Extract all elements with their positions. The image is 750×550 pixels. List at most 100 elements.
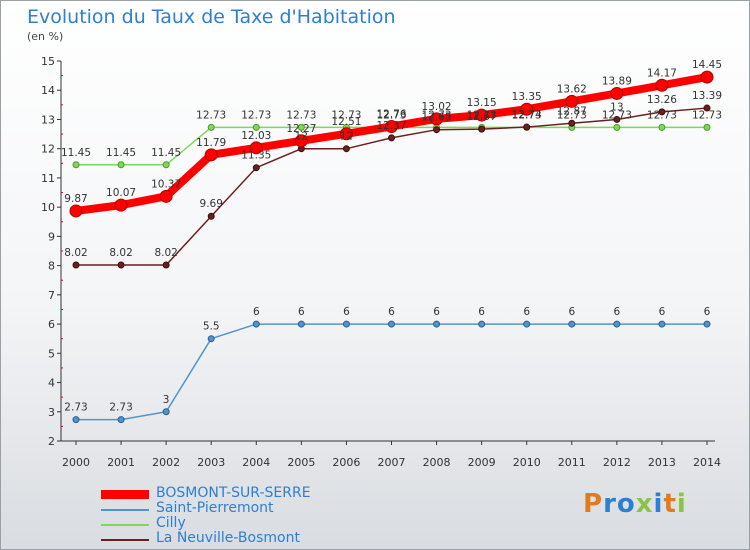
data-label-saint-pierremont: 6 [659, 306, 666, 318]
y-tick-label: 12 [41, 143, 55, 156]
data-label-bosmont: 12.03 [241, 130, 271, 142]
data-label-cilly: 12.73 [376, 109, 406, 121]
y-tick-label: 8 [48, 260, 55, 273]
data-point-bosmont [294, 134, 308, 148]
data-point-la-neuville-bosmont [162, 261, 170, 269]
data-point-la-neuville-bosmont [252, 164, 260, 172]
data-point-bosmont [159, 189, 173, 203]
brand-letter: o [616, 489, 636, 519]
data-label-saint-pierremont: 6 [523, 306, 530, 318]
data-point-cilly [207, 123, 215, 131]
data-label-saint-pierremont: 2.73 [109, 402, 132, 414]
data-label-cilly: 12.73 [467, 109, 497, 121]
data-point-cilly [117, 161, 125, 169]
legend-swatch [101, 490, 149, 499]
data-label-saint-pierremont: 6 [343, 306, 350, 318]
data-label-saint-pierremont: 6 [704, 306, 711, 318]
x-tick-label: 2000 [62, 456, 90, 469]
x-tick-label: 2007 [378, 456, 406, 469]
data-label-cilly: 12.73 [557, 109, 587, 121]
data-point-saint-pierremont [658, 320, 666, 328]
data-point-bosmont [520, 102, 534, 116]
brand-letter: r [603, 489, 617, 519]
data-label-la-neuville-bosmont: 12 [295, 131, 308, 143]
data-point-bosmont [69, 204, 83, 218]
brand-letter: i [676, 489, 687, 519]
data-label-bosmont: 12.76 [376, 108, 406, 120]
data-label-saint-pierremont: 6 [253, 306, 260, 318]
data-point-bosmont [655, 78, 669, 92]
data-point-bosmont [204, 148, 218, 162]
data-point-saint-pierremont [568, 320, 576, 328]
data-point-cilly [613, 123, 621, 131]
data-point-bosmont [339, 127, 353, 141]
x-tick-label: 2002 [152, 456, 180, 469]
data-label-la-neuville-bosmont: 8.02 [109, 247, 132, 259]
data-point-la-neuville-bosmont [523, 123, 531, 131]
data-label-la-neuville-bosmont: 12 [340, 131, 353, 143]
x-tick-label: 2010 [513, 456, 541, 469]
data-point-cilly [162, 161, 170, 169]
brand-letter: i [653, 489, 664, 519]
data-label-cilly: 12.73 [331, 109, 361, 121]
data-label-saint-pierremont: 6 [478, 306, 485, 318]
legend-swatch [101, 524, 149, 526]
data-point-la-neuville-bosmont [658, 108, 666, 116]
data-label-cilly: 12.73 [512, 109, 542, 121]
data-point-saint-pierremont [72, 416, 80, 424]
legend-label: La Neuville-Bosmont [156, 530, 300, 546]
y-tick-label: 3 [48, 406, 55, 419]
data-point-bosmont [114, 198, 128, 212]
y-tick-label: 6 [48, 318, 55, 331]
data-point-cilly [72, 161, 80, 169]
data-point-la-neuville-bosmont [117, 261, 125, 269]
data-label-saint-pierremont: 6 [568, 306, 575, 318]
data-label-bosmont: 13.62 [557, 83, 587, 95]
data-label-bosmont: 13.89 [602, 75, 632, 87]
data-label-la-neuville-bosmont: 11.35 [241, 150, 271, 162]
data-point-la-neuville-bosmont [342, 145, 350, 153]
x-tick-label: 2014 [693, 456, 721, 469]
data-point-bosmont [430, 112, 444, 126]
data-label-saint-pierremont: 3 [163, 394, 170, 406]
data-point-bosmont [610, 86, 624, 100]
x-tick-label: 2011 [558, 456, 586, 469]
legend-label: Saint-Pierremont [156, 500, 274, 516]
data-point-la-neuville-bosmont [207, 212, 215, 220]
data-label-bosmont: 9.87 [64, 193, 87, 205]
data-label-cilly: 11.45 [61, 147, 91, 159]
data-point-saint-pierremont [703, 320, 711, 328]
data-label-saint-pierremont: 2.73 [64, 402, 87, 414]
data-point-saint-pierremont [162, 408, 170, 416]
legend-swatch [101, 509, 149, 511]
data-label-bosmont: 10.37 [151, 178, 181, 190]
data-point-la-neuville-bosmont [388, 134, 395, 142]
data-point-cilly [703, 123, 711, 131]
data-label-la-neuville-bosmont: 9.69 [200, 198, 223, 210]
data-label-cilly: 12.73 [286, 109, 316, 121]
data-label-la-neuville-bosmont: 12.74 [512, 109, 542, 121]
data-label-la-neuville-bosmont: 12.67 [467, 111, 497, 123]
x-tick-label: 2008 [423, 456, 451, 469]
data-label-la-neuville-bosmont: 13.39 [692, 90, 722, 102]
data-point-bosmont [700, 70, 714, 84]
data-point-bosmont [565, 94, 579, 108]
series-line-saint-pierremont [75, 323, 708, 421]
data-point-bosmont [475, 108, 489, 122]
y-tick-label: 4 [48, 377, 55, 390]
x-tick-label: 2006 [332, 456, 360, 469]
data-label-bosmont: 13.15 [467, 97, 497, 109]
data-point-saint-pierremont [297, 320, 305, 328]
brand-letter: P [583, 489, 604, 519]
data-label-bosmont: 12.27 [286, 123, 316, 135]
data-point-saint-pierremont [388, 320, 395, 328]
chart-subtitle: (en %) [27, 30, 64, 43]
data-label-cilly: 12.73 [602, 109, 632, 121]
y-tick-label: 5 [48, 347, 55, 360]
data-label-bosmont: 12.51 [331, 116, 361, 128]
data-point-saint-pierremont [523, 320, 531, 328]
data-point-bosmont [385, 119, 398, 133]
data-point-la-neuville-bosmont [72, 261, 80, 269]
data-label-la-neuville-bosmont: 13.26 [647, 94, 677, 106]
